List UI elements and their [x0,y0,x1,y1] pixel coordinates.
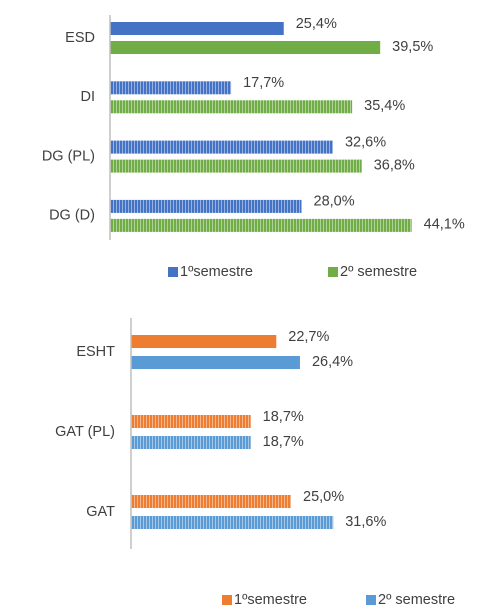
legend-swatch [222,595,232,605]
bar [131,516,334,529]
value-label: 44,1% [424,217,465,233]
value-label: 32,6% [345,134,386,150]
value-label: 28,0% [314,194,355,210]
value-label: 26,4% [312,354,353,370]
value-label: 25,4% [296,16,337,32]
legend-swatch [366,595,376,605]
bar [110,41,381,54]
category-label: GAT (PL) [55,424,115,440]
legend-swatch [168,267,178,277]
value-label: 39,5% [392,39,433,55]
bar [110,199,302,213]
bar [110,100,353,114]
bar [110,218,412,232]
bar [131,335,277,348]
bar [131,356,300,369]
value-label: 31,6% [345,514,386,530]
value-label: 36,8% [374,157,415,173]
bar [131,415,251,428]
legend-label: 1ºsemestre [234,592,307,608]
value-label: 35,4% [364,98,405,114]
value-label: 25,0% [303,489,344,505]
bar [131,436,251,449]
value-label: 17,7% [243,75,284,91]
bar [110,140,333,154]
value-label: 18,7% [263,409,304,425]
value-label: 18,7% [263,434,304,450]
bar [131,495,291,508]
bar [110,81,232,95]
category-label: DI [81,89,96,105]
bar [110,159,362,173]
legend-label: 1ºsemestre [180,264,253,280]
category-label: DG (PL) [42,148,95,164]
value-label: 22,7% [288,329,329,345]
category-label: GAT [86,504,115,520]
category-label: ESD [65,30,95,46]
legend-swatch [328,267,338,277]
category-label: DG (D) [49,208,95,224]
legend-label: 2º semestre [378,592,455,608]
category-label: ESHT [76,344,115,360]
bar [110,22,284,35]
legend-label: 2º semestre [340,264,417,280]
